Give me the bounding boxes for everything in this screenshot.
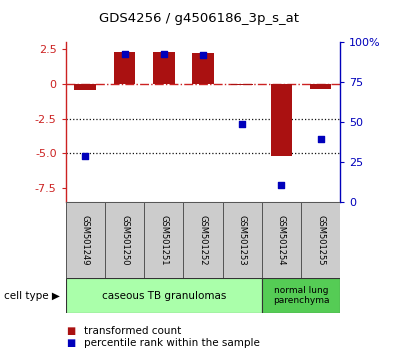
- Bar: [144, 202, 183, 278]
- Text: GSM501251: GSM501251: [159, 215, 168, 265]
- Text: ■: ■: [66, 338, 75, 348]
- Bar: [66, 202, 105, 278]
- Text: transformed count: transformed count: [84, 326, 181, 336]
- Bar: [105, 202, 144, 278]
- Point: [278, 182, 285, 188]
- Text: GSM501253: GSM501253: [238, 215, 247, 265]
- Point: [318, 137, 324, 142]
- Point: [200, 52, 206, 58]
- Bar: [262, 278, 340, 313]
- Bar: [262, 202, 301, 278]
- Bar: [301, 202, 340, 278]
- Bar: [222, 202, 262, 278]
- Point: [239, 121, 246, 127]
- Bar: [271, 84, 292, 156]
- Bar: [231, 84, 253, 85]
- Text: GSM501254: GSM501254: [277, 215, 286, 265]
- Bar: [153, 52, 175, 84]
- Bar: [310, 84, 332, 89]
- Text: ■: ■: [66, 326, 75, 336]
- Text: GSM501249: GSM501249: [81, 215, 90, 265]
- Bar: [192, 53, 214, 84]
- Text: GSM501250: GSM501250: [120, 215, 129, 265]
- Text: normal lung
parenchyma: normal lung parenchyma: [273, 286, 329, 305]
- Text: caseous TB granulomas: caseous TB granulomas: [101, 291, 226, 301]
- Point: [160, 51, 167, 56]
- Text: GSM501255: GSM501255: [316, 215, 325, 265]
- Text: percentile rank within the sample: percentile rank within the sample: [84, 338, 259, 348]
- Bar: [74, 84, 96, 90]
- Bar: [114, 52, 135, 84]
- Text: GDS4256 / g4506186_3p_s_at: GDS4256 / g4506186_3p_s_at: [99, 12, 299, 25]
- Point: [82, 153, 88, 159]
- Bar: [66, 278, 262, 313]
- Point: [121, 51, 128, 56]
- Bar: [183, 202, 222, 278]
- Text: GSM501252: GSM501252: [199, 215, 207, 265]
- Text: cell type ▶: cell type ▶: [4, 291, 60, 301]
